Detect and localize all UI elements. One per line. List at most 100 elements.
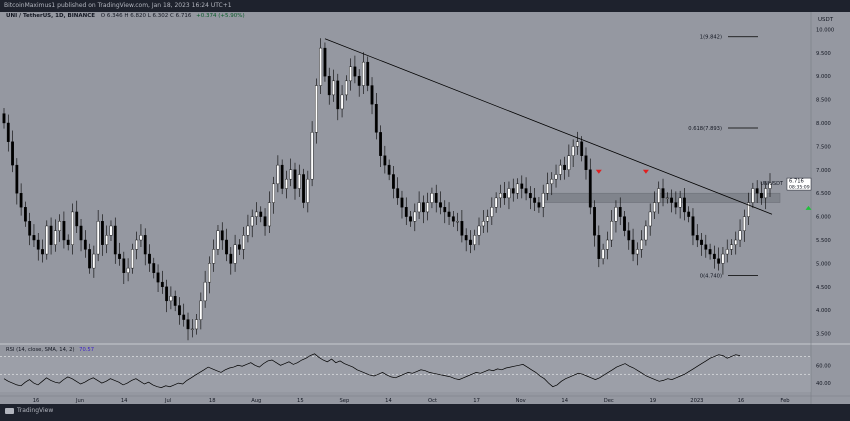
candle-body <box>302 174 305 203</box>
candle-body <box>541 193 545 208</box>
candle-body <box>83 239 87 250</box>
candle-body <box>546 183 549 194</box>
candle-body <box>314 85 318 133</box>
candle-body <box>75 211 79 227</box>
candle-body <box>481 221 485 227</box>
candle-body <box>237 244 241 250</box>
candle-body <box>293 169 297 189</box>
candle-body <box>53 230 57 245</box>
resistance-marker-arrow <box>642 169 649 174</box>
candle-body <box>665 197 669 199</box>
candle-body <box>742 216 746 231</box>
candle-body <box>122 258 126 273</box>
candle-body <box>674 202 678 208</box>
candle-body <box>443 207 447 213</box>
candle-body <box>721 253 725 264</box>
ohlc-values: O 6.346 H 6.820 L 6.302 C 6.716 <box>100 13 192 19</box>
resistance-zone <box>542 192 781 203</box>
price-change: +0.374 (+5.90%) <box>196 13 245 19</box>
fib-level-label: 0(4.740) <box>700 273 722 279</box>
candle-body <box>160 281 164 288</box>
rsi-label[interactable]: RSI (14, close, SMA, 14, 2) <box>6 347 75 353</box>
time-tick-label: 18 <box>209 398 216 404</box>
candle-body <box>426 202 430 213</box>
candle-body <box>263 216 267 227</box>
candle-body <box>190 328 194 330</box>
price-tick-label: 4.000 <box>816 308 831 314</box>
candle-body <box>6 122 10 142</box>
candle-body <box>494 197 498 208</box>
price-tick-label: 4.500 <box>816 285 831 291</box>
candle-body <box>563 164 566 170</box>
candle-body <box>456 221 460 223</box>
rsi-tick-label: 40.00 <box>816 381 831 387</box>
candle-body <box>374 104 378 133</box>
publisher-line: BitcoinMaximus1 published on TradingView… <box>4 2 232 9</box>
candle-body <box>28 221 32 236</box>
symbol-name[interactable]: UNI / TetherUS, 1D, BINANCE <box>6 13 96 19</box>
candle-body <box>267 202 271 227</box>
candle-body <box>2 113 6 124</box>
fib-level-label: 1(9.842) <box>700 35 722 41</box>
candle-body <box>109 225 113 236</box>
price-tick-label: 9.000 <box>816 74 831 80</box>
rsi-value: 70.57 <box>79 347 95 353</box>
candle-body <box>571 146 575 156</box>
symbol-legend[interactable]: UNI / TetherUS, 1D, BINANCE O 6.346 H 6.… <box>6 13 245 19</box>
candle-body <box>165 286 169 302</box>
candle-body <box>353 66 357 77</box>
candle-body <box>490 207 494 217</box>
tradingview-logo[interactable]: TradingView <box>5 407 53 414</box>
candle-body <box>644 225 648 241</box>
candle-body <box>182 314 186 320</box>
candle-body <box>208 263 211 283</box>
candle-body <box>593 207 596 236</box>
candle-body <box>362 61 365 86</box>
candle-body <box>576 141 579 147</box>
last-price-tag-box <box>786 177 812 191</box>
price-tick-label: 7.000 <box>816 168 831 174</box>
candle-body <box>550 178 554 185</box>
price-tick-label: 3.500 <box>816 332 831 338</box>
candle-body <box>605 239 609 250</box>
candle-body <box>747 202 751 217</box>
candle-body <box>473 235 477 245</box>
candle-body <box>242 235 246 250</box>
rsi-legend[interactable]: RSI (14, close, SMA, 14, 2) 70.57 <box>6 347 94 353</box>
candle-body <box>751 188 755 203</box>
candle-body <box>755 188 759 194</box>
publisher-bar: BitcoinMaximus1 published on TradingView… <box>0 0 850 12</box>
candle-body <box>199 300 203 320</box>
candle-body <box>280 164 284 189</box>
candle-body <box>289 169 293 180</box>
candle-body <box>601 249 605 259</box>
candle-body <box>396 188 400 199</box>
candle-body <box>760 193 763 199</box>
candle-body <box>36 239 40 250</box>
candle-body <box>404 207 408 217</box>
candle-body <box>357 75 361 86</box>
descending-trendline <box>324 38 773 215</box>
time-tick-label: 17 <box>473 398 480 404</box>
candle-body <box>139 235 143 241</box>
time-tick-label: Jul <box>164 398 171 404</box>
candle-body <box>503 193 507 199</box>
candle-body <box>768 182 772 189</box>
candle-body <box>272 183 275 203</box>
candle-body <box>409 216 412 222</box>
candle-body <box>400 197 404 208</box>
last-price-symbol: UNIUSDT <box>760 181 784 187</box>
candle-body <box>567 155 571 170</box>
candle-body <box>524 188 528 194</box>
candle-body <box>319 47 323 86</box>
candle-body <box>464 235 468 241</box>
candle-body <box>370 85 374 105</box>
candle-body <box>635 249 639 255</box>
candle-body <box>203 281 207 302</box>
candle-body <box>640 239 644 250</box>
candle-body <box>310 132 314 180</box>
candle-body <box>421 202 425 213</box>
price-tick-label: 10.000 <box>816 27 834 33</box>
candle-body <box>96 221 100 255</box>
